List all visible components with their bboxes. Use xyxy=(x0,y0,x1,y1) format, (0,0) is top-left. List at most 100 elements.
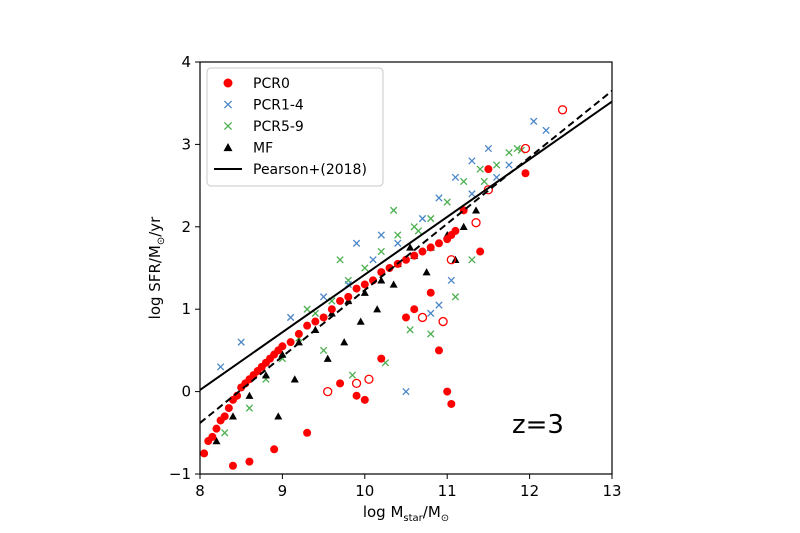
data-point-mf xyxy=(340,338,349,346)
y-tick-label: 4 xyxy=(181,53,191,71)
data-point-pcr0 xyxy=(443,387,452,396)
data-point-pcr5-9 xyxy=(221,429,229,437)
data-point-pcr1-4 xyxy=(451,173,460,182)
data-point-pcr5-9 xyxy=(319,346,328,355)
data-point-mf xyxy=(406,243,415,251)
data-point-mf xyxy=(228,412,237,420)
data-point-pcr5-9 xyxy=(505,148,513,157)
x-tick-label: 12 xyxy=(520,482,539,500)
y-axis-label: log SFR/M⊙/yr xyxy=(146,216,167,320)
x-tick-label: 13 xyxy=(602,482,621,500)
data-point-pcr0 xyxy=(418,247,427,256)
data-point-pcr1-4 xyxy=(492,173,501,182)
data-point-pcr0 xyxy=(319,313,328,322)
data-point-pcr0 xyxy=(410,251,419,260)
fit-line-pearson xyxy=(200,100,612,391)
data-point-pcr1-4 xyxy=(286,313,295,322)
data-point-pcr1-4 xyxy=(319,293,328,301)
data-point-pcr1-4 xyxy=(352,239,361,247)
legend-box xyxy=(206,67,384,187)
data-point-mf xyxy=(389,280,398,288)
data-point-pcr0 xyxy=(336,379,345,388)
data-point-pcr5-9 xyxy=(480,177,488,186)
data-point-mf xyxy=(290,375,299,383)
data-point-pcr1-4 xyxy=(468,190,476,198)
data-point-mf xyxy=(261,371,270,379)
data-point-pcr5-9 xyxy=(348,371,357,379)
legend-label-pcr5-9: PCR5-9 xyxy=(253,119,304,135)
data-point-mf xyxy=(278,350,287,358)
data-point-pcr5-9 xyxy=(336,256,344,264)
data-point-pcr1-4 xyxy=(216,363,225,371)
data-point-pcr0 xyxy=(270,445,279,454)
data-layer xyxy=(200,105,568,470)
x-tick-label: 10 xyxy=(355,482,374,500)
legend-swatch-mf xyxy=(223,143,233,152)
data-point-pcr1-4 xyxy=(394,239,402,247)
data-point-pcr0 xyxy=(220,412,229,421)
data-point-pcr0-open xyxy=(520,143,531,154)
data-point-pcr5-9 xyxy=(361,264,369,272)
data-point-pcr0 xyxy=(521,169,530,178)
data-point-mf xyxy=(472,206,481,214)
data-point-pcr0 xyxy=(327,305,336,314)
data-point-pcr1-4 xyxy=(377,231,385,239)
data-point-pcr5-9 xyxy=(476,165,484,173)
x-axis-label: log Mstar/M⊙ xyxy=(363,503,449,524)
data-point-pcr5-9 xyxy=(427,330,435,338)
data-point-pcr0 xyxy=(286,338,295,347)
data-point-pcr0 xyxy=(208,432,217,441)
data-point-pcr0 xyxy=(402,255,410,264)
data-point-mf xyxy=(422,268,431,276)
legend-swatch-pcr5-9 xyxy=(223,121,233,131)
data-point-pcr5-9 xyxy=(245,404,254,412)
data-point-pcr0 xyxy=(200,449,209,458)
data-point-pcr1-4 xyxy=(530,117,538,125)
legend-label-pcr0: PCR0 xyxy=(253,76,290,92)
data-point-pcr0 xyxy=(245,457,254,466)
data-point-pcr5-9 xyxy=(394,231,402,239)
data-point-pcr0 xyxy=(447,399,456,408)
y-tick-label: −1 xyxy=(169,465,191,483)
legend-label-pcr1-4: PCR1-4 xyxy=(253,98,304,114)
data-point-pcr0 xyxy=(402,313,410,322)
data-point-mf xyxy=(377,276,386,284)
data-point-pcr0 xyxy=(360,395,369,404)
data-point-pcr5-9 xyxy=(460,177,468,186)
data-point-pcr0 xyxy=(434,239,443,248)
data-point-pcr5-9 xyxy=(406,326,414,334)
y-tick-label: 2 xyxy=(181,218,191,236)
data-point-pcr1-4 xyxy=(427,309,435,317)
data-point-pcr0-open xyxy=(323,386,333,397)
data-point-pcr5-9 xyxy=(451,293,460,301)
x-tick-label: 11 xyxy=(438,482,457,500)
data-point-pcr0 xyxy=(278,342,287,351)
legend: PCR0 PCR1-4 PCR5-9 MF Pearson+(2018) xyxy=(206,67,384,187)
data-point-mf xyxy=(360,288,369,296)
data-point-pcr0 xyxy=(426,288,435,297)
data-point-mf xyxy=(373,305,382,313)
x-tick-label: 8 xyxy=(195,482,205,500)
data-point-pcr0 xyxy=(426,243,435,252)
data-point-pcr0 xyxy=(360,280,369,289)
data-point-pcr0-open xyxy=(364,374,374,384)
data-point-mf xyxy=(323,354,332,362)
data-point-pcr0 xyxy=(303,428,312,437)
data-point-pcr0 xyxy=(451,226,460,235)
data-point-mf xyxy=(459,222,468,230)
data-point-pcr0-open xyxy=(438,316,448,327)
data-point-mf xyxy=(274,412,283,420)
data-point-pcr0 xyxy=(344,292,353,301)
data-point-pcr1-4 xyxy=(468,157,476,165)
data-point-pcr1-4 xyxy=(484,144,493,153)
data-point-pcr1-4 xyxy=(447,276,455,285)
data-point-pcr0 xyxy=(228,461,237,470)
data-point-pcr5-9 xyxy=(303,305,311,313)
legend-swatch-pcr1-4 xyxy=(223,100,233,109)
plot-frame xyxy=(199,61,613,475)
data-point-mf xyxy=(245,391,254,399)
data-point-pcr1-4 xyxy=(402,387,410,396)
data-point-pcr0 xyxy=(434,346,443,355)
data-point-mf xyxy=(356,317,365,325)
